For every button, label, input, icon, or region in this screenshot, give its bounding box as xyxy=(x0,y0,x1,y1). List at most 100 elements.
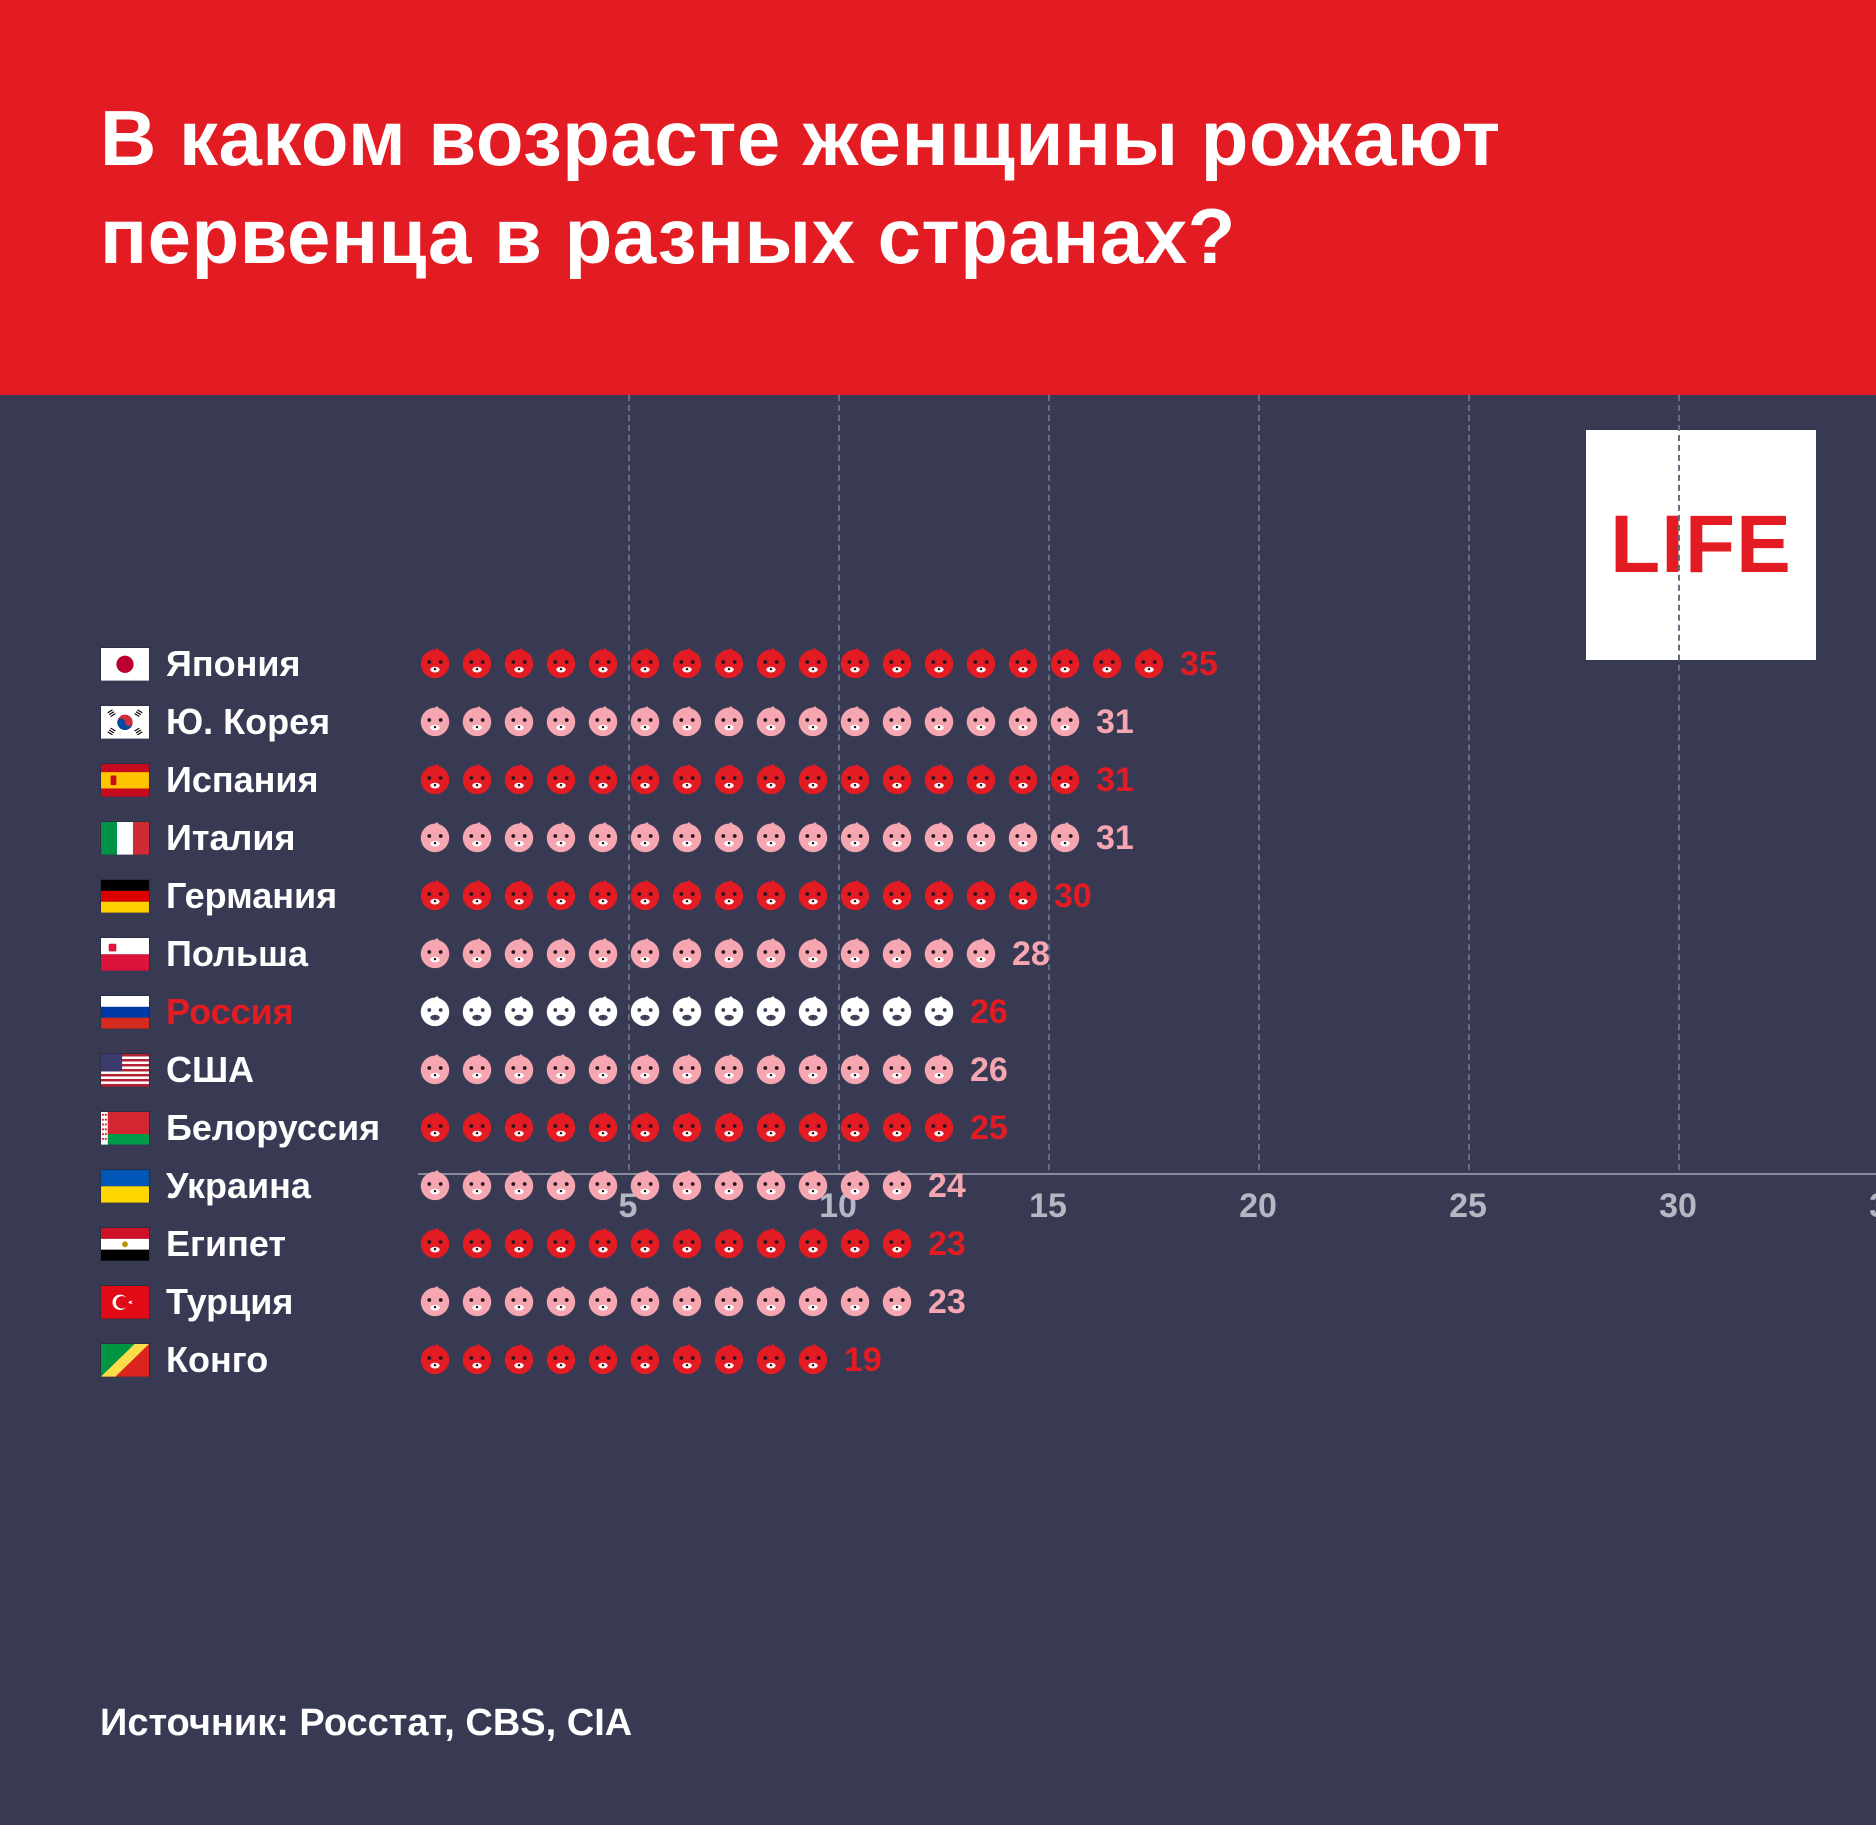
baby-icon xyxy=(794,1165,832,1208)
baby-icon xyxy=(794,759,832,802)
baby-icon xyxy=(500,1107,538,1150)
flag-icon xyxy=(100,937,150,971)
pictogram-bar xyxy=(416,1107,958,1150)
chart-row: Япония xyxy=(100,635,1816,693)
country-label: США xyxy=(166,1049,406,1091)
baby-icon xyxy=(458,933,496,976)
row-value: 31 xyxy=(1096,703,1134,742)
baby-icon xyxy=(794,1281,832,1324)
baby-icon xyxy=(794,933,832,976)
baby-icon xyxy=(794,817,832,860)
baby-icon xyxy=(668,991,706,1034)
baby-icon xyxy=(668,1223,706,1266)
baby-icon xyxy=(584,1049,622,1092)
baby-icon xyxy=(836,1107,874,1150)
x-tick-label: 35 xyxy=(1869,1187,1876,1226)
baby-icon xyxy=(584,1107,622,1150)
baby-icon xyxy=(458,759,496,802)
baby-icon xyxy=(962,759,1000,802)
baby-icon xyxy=(626,643,664,686)
pictogram-bar xyxy=(416,1165,916,1208)
country-label: Белоруссия xyxy=(166,1107,406,1149)
baby-icon xyxy=(752,1165,790,1208)
baby-icon xyxy=(752,1339,790,1382)
pictogram-bar xyxy=(416,643,1168,686)
baby-icon xyxy=(710,933,748,976)
baby-icon xyxy=(542,701,580,744)
baby-icon xyxy=(626,1107,664,1150)
flag-icon xyxy=(100,1227,150,1261)
infographic-container: В каком возрасте женщины рожают первенца… xyxy=(0,0,1876,1825)
baby-icon xyxy=(752,1107,790,1150)
baby-icon xyxy=(878,1223,916,1266)
baby-icon xyxy=(500,875,538,918)
baby-icon xyxy=(878,875,916,918)
baby-icon xyxy=(794,875,832,918)
baby-icon xyxy=(626,759,664,802)
baby-icon xyxy=(500,1281,538,1324)
chart-row: Украина xyxy=(100,1157,1816,1215)
chart-row: Германия xyxy=(100,867,1816,925)
flag-icon xyxy=(100,705,150,739)
baby-icon xyxy=(668,933,706,976)
baby-icon xyxy=(752,643,790,686)
baby-icon xyxy=(584,1281,622,1324)
country-label: Испания xyxy=(166,759,406,801)
baby-icon xyxy=(1046,643,1084,686)
baby-icon xyxy=(458,1281,496,1324)
chart-row: Египет xyxy=(100,1215,1816,1273)
baby-icon xyxy=(584,933,622,976)
baby-icon xyxy=(836,643,874,686)
baby-icon xyxy=(458,701,496,744)
baby-icon xyxy=(542,1049,580,1092)
baby-icon xyxy=(626,1165,664,1208)
baby-icon xyxy=(794,701,832,744)
baby-icon xyxy=(710,1107,748,1150)
baby-icon xyxy=(458,875,496,918)
baby-icon xyxy=(416,1165,454,1208)
baby-icon xyxy=(500,1339,538,1382)
baby-icon xyxy=(752,759,790,802)
country-label: Россия xyxy=(166,991,406,1033)
pictogram-bar xyxy=(416,875,1042,918)
baby-icon xyxy=(626,933,664,976)
baby-icon xyxy=(416,701,454,744)
baby-icon xyxy=(416,1107,454,1150)
row-value: 31 xyxy=(1096,819,1134,858)
baby-icon xyxy=(752,817,790,860)
flag-icon xyxy=(100,1053,150,1087)
row-value: 31 xyxy=(1096,761,1134,800)
baby-icon xyxy=(584,701,622,744)
baby-icon xyxy=(416,1339,454,1382)
baby-icon xyxy=(542,1281,580,1324)
baby-icon xyxy=(1046,701,1084,744)
baby-icon xyxy=(542,991,580,1034)
baby-icon xyxy=(710,1049,748,1092)
baby-icon xyxy=(920,933,958,976)
baby-icon xyxy=(668,817,706,860)
baby-icon xyxy=(710,1165,748,1208)
baby-icon xyxy=(752,1281,790,1324)
flag-icon xyxy=(100,647,150,681)
baby-icon xyxy=(920,1107,958,1150)
flag-icon xyxy=(100,1343,150,1377)
baby-icon xyxy=(794,643,832,686)
baby-icon xyxy=(416,991,454,1034)
baby-icon xyxy=(710,701,748,744)
baby-icon xyxy=(878,933,916,976)
baby-icon xyxy=(416,875,454,918)
flag-icon xyxy=(100,995,150,1029)
baby-icon xyxy=(962,701,1000,744)
baby-icon xyxy=(752,991,790,1034)
baby-icon xyxy=(878,991,916,1034)
baby-icon xyxy=(416,1049,454,1092)
pictogram-bar xyxy=(416,701,1084,744)
baby-icon xyxy=(710,817,748,860)
baby-icon xyxy=(752,1049,790,1092)
country-label: Япония xyxy=(166,643,406,685)
chart-row: Турция xyxy=(100,1273,1816,1331)
baby-icon xyxy=(710,991,748,1034)
country-label: Ю. Корея xyxy=(166,701,406,743)
baby-icon xyxy=(626,1223,664,1266)
baby-icon xyxy=(1004,875,1042,918)
